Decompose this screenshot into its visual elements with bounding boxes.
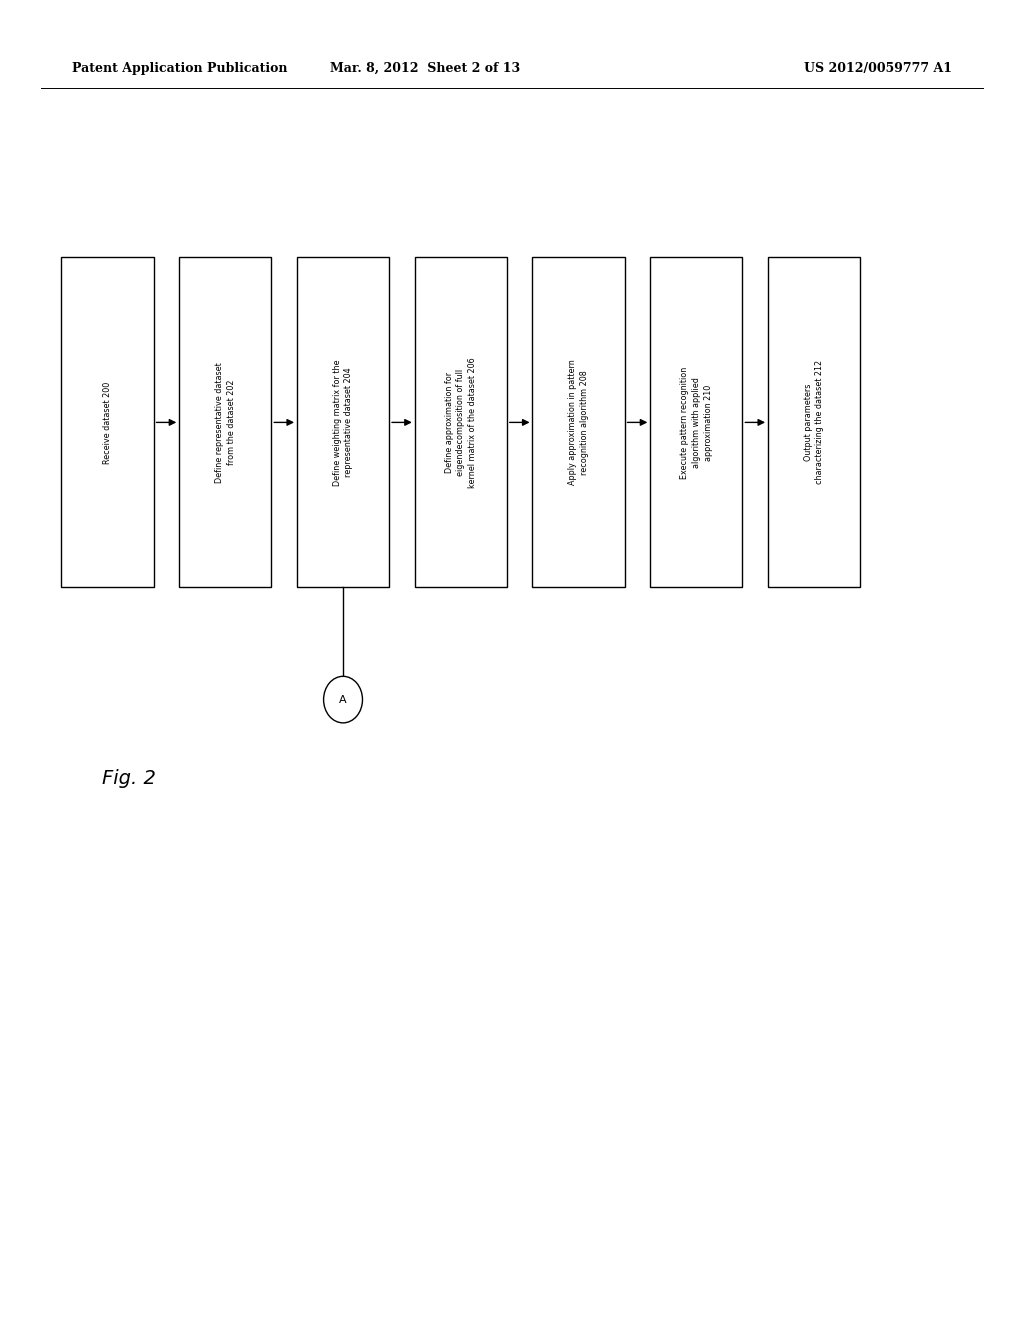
Bar bbox=[532, 257, 625, 587]
Text: Receive dataset 200: Receive dataset 200 bbox=[103, 381, 112, 463]
Text: Fig. 2: Fig. 2 bbox=[102, 770, 157, 788]
Text: Patent Application Publication: Patent Application Publication bbox=[72, 62, 287, 75]
Text: Define approximation for
eigendecomposition of full
kernel matrix of the dataset: Define approximation for eigendecomposit… bbox=[444, 358, 477, 487]
Bar bbox=[415, 257, 507, 587]
Text: A: A bbox=[339, 694, 347, 705]
Text: US 2012/0059777 A1: US 2012/0059777 A1 bbox=[804, 62, 952, 75]
Text: Apply approximation in pattern
recognition algorithm 208: Apply approximation in pattern recogniti… bbox=[568, 359, 589, 486]
Text: Output parameters
characterizing the dataset 212: Output parameters characterizing the dat… bbox=[804, 360, 824, 484]
Ellipse shape bbox=[324, 676, 362, 723]
Text: Define weighting matrix for the
representative dataset 204: Define weighting matrix for the represen… bbox=[333, 359, 353, 486]
Bar bbox=[297, 257, 389, 587]
Bar bbox=[650, 257, 742, 587]
Bar bbox=[768, 257, 860, 587]
Bar bbox=[179, 257, 271, 587]
Bar bbox=[61, 257, 154, 587]
Text: Mar. 8, 2012  Sheet 2 of 13: Mar. 8, 2012 Sheet 2 of 13 bbox=[330, 62, 520, 75]
Text: Execute pattern recognition
algorithm with applied
approximation 210: Execute pattern recognition algorithm wi… bbox=[680, 366, 713, 479]
Text: Define representative dataset
from the dataset 202: Define representative dataset from the d… bbox=[215, 362, 236, 483]
